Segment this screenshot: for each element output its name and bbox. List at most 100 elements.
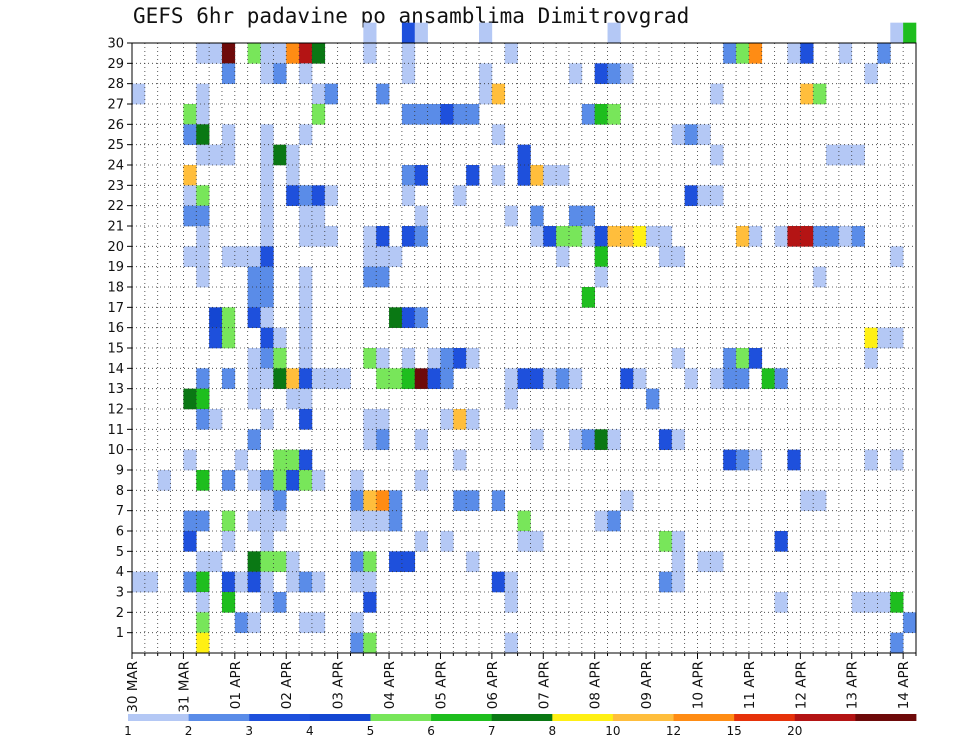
heatmap-cell	[260, 327, 274, 349]
y-tick-label: 27	[107, 98, 124, 113]
heatmap-cell	[401, 22, 416, 44]
y-tick-label: 16	[107, 321, 124, 336]
heatmap-cell	[543, 226, 557, 247]
y-tick-label: 13	[107, 382, 124, 397]
heatmap-cell	[286, 165, 300, 186]
x-axis: 30 MAR 31 MAR 01 APR 02 APR 03 APR 04 APR 05 A…	[125, 653, 917, 713]
colorbar-label: 2	[185, 724, 193, 738]
heatmap-cell	[517, 510, 531, 532]
heatmap-cell	[247, 551, 261, 572]
heatmap-cell	[389, 490, 403, 511]
y-tick-label: 14	[107, 362, 124, 377]
heatmap-cell	[581, 104, 595, 125]
heatmap-cell	[299, 327, 313, 349]
heatmap-cell	[376, 429, 390, 450]
heatmap-cell	[581, 429, 595, 450]
heatmap-cell	[466, 104, 480, 125]
heatmap-cell	[273, 510, 287, 532]
heatmap-cell	[401, 185, 416, 206]
heatmap-cell	[286, 551, 300, 572]
heatmap-cell	[864, 449, 878, 471]
heatmap-cell	[813, 83, 827, 105]
colorbar-swatch	[673, 714, 735, 721]
heatmap-cell	[196, 266, 210, 288]
heatmap-cell	[183, 124, 197, 145]
heatmap-cell	[414, 429, 428, 450]
heatmap-cell	[363, 266, 377, 288]
heatmap-cell	[144, 571, 158, 593]
heatmap-cell	[183, 449, 197, 471]
heatmap-cell	[363, 226, 377, 247]
colorbar-swatch	[734, 714, 796, 721]
heatmap-cell	[183, 510, 197, 532]
heatmap-cell	[710, 368, 724, 389]
heatmap-cell	[723, 368, 737, 389]
y-tick-label: 2	[116, 606, 124, 621]
heatmap-cell	[273, 490, 287, 511]
colorbar-label: 10	[605, 724, 620, 738]
heatmap-cell	[350, 551, 364, 572]
heatmap-cell	[466, 165, 480, 186]
heatmap-cell	[337, 368, 351, 389]
colorbar-label: 5	[367, 724, 375, 738]
heatmap-cell	[556, 368, 570, 389]
heatmap-cell	[517, 144, 531, 166]
colorbar-swatch	[612, 714, 674, 721]
heatmap-cell	[607, 63, 621, 84]
heatmap-cell	[183, 185, 197, 206]
heatmap-cell	[299, 63, 313, 84]
heatmap-cell	[324, 226, 338, 247]
y-tick-label: 12	[107, 403, 124, 418]
heatmap-cell	[247, 510, 261, 532]
heatmap-cell	[273, 348, 287, 369]
heatmap-cell	[620, 63, 634, 84]
heatmap-cell	[658, 226, 673, 247]
heatmap-cell	[594, 510, 608, 532]
heatmap-cell	[658, 571, 673, 593]
heatmap-cell	[594, 226, 608, 247]
x-tick-label: 03 APR	[331, 661, 347, 709]
heatmap-cell	[311, 43, 326, 64]
colorbar-swatch	[188, 714, 250, 721]
heatmap-cell	[646, 388, 660, 410]
y-tick-label: 24	[107, 159, 124, 174]
heatmap-cell	[209, 144, 223, 166]
heatmap-cell	[466, 490, 480, 511]
heatmap-cell	[504, 43, 518, 64]
y-tick-label: 6	[116, 525, 124, 540]
heatmap-cell	[658, 246, 673, 267]
heatmap-cell	[273, 43, 287, 64]
heatmap-cell	[196, 43, 210, 64]
heatmap-cell	[466, 348, 480, 369]
heatmap-cell	[736, 449, 750, 471]
y-tick-label: 5	[116, 545, 124, 560]
heatmap-cell	[748, 43, 763, 64]
heatmap-cell	[234, 571, 248, 593]
heatmap-cell	[556, 165, 570, 186]
y-tick-label: 11	[107, 423, 124, 438]
heatmap-cell	[350, 632, 364, 654]
y-tick-label: 9	[116, 464, 124, 479]
heatmap-cell	[568, 63, 583, 84]
heatmap-cell	[723, 449, 737, 471]
heatmap-cell	[273, 449, 287, 471]
heatmap-cell	[299, 470, 313, 491]
heatmap-cell	[517, 368, 531, 389]
heatmap-cell	[813, 226, 827, 247]
heatmap-cell	[209, 43, 223, 64]
heatmap-cell	[761, 368, 775, 389]
heatmap-cell	[363, 22, 377, 44]
heatmap-cell	[260, 348, 274, 369]
heatmap-cell	[299, 368, 313, 389]
heatmap-cell	[196, 470, 210, 491]
heatmap-cell	[594, 246, 608, 267]
heatmap-cell	[890, 246, 904, 267]
y-tick-label: 30	[107, 37, 124, 52]
colorbar-swatch	[431, 714, 493, 721]
heatmap-cell	[311, 205, 326, 227]
heatmap-cell	[581, 287, 595, 308]
heatmap-cell	[620, 490, 634, 511]
heatmap-cell	[568, 226, 583, 247]
heatmap-cell	[299, 226, 313, 247]
heatmap-cell	[273, 63, 287, 84]
